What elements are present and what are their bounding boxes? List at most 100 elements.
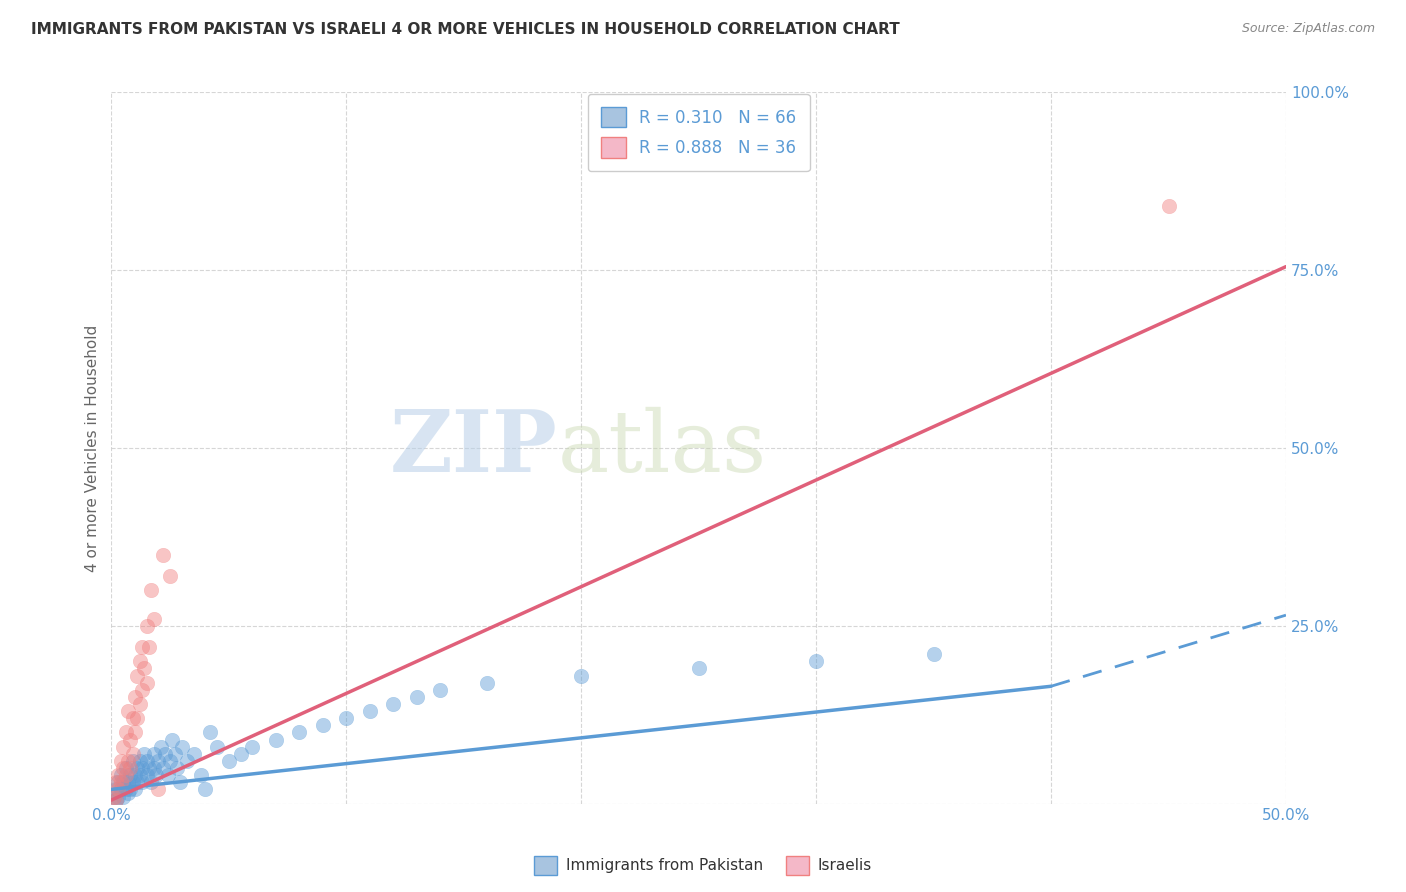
Point	[127, 761, 149, 775]
Point	[145, 768, 167, 782]
Text: IMMIGRANTS FROM PAKISTAN VS ISRAELI 4 OR MORE VEHICLES IN HOUSEHOLD CORRELATION : IMMIGRANTS FROM PAKISTAN VS ISRAELI 4 OR…	[31, 22, 900, 37]
Point	[142, 761, 165, 775]
Point	[288, 725, 311, 739]
Point	[166, 761, 188, 775]
Text: atlas: atlas	[558, 407, 766, 490]
Point	[110, 782, 132, 797]
Point	[159, 754, 181, 768]
Point	[312, 718, 335, 732]
Point	[121, 775, 143, 789]
Point	[103, 789, 125, 804]
Point	[159, 569, 181, 583]
Point	[124, 768, 146, 782]
Point	[103, 789, 125, 804]
Legend: Immigrants from Pakistan, Israelis: Immigrants from Pakistan, Israelis	[527, 850, 879, 880]
Legend: R = 0.310   N = 66, R = 0.888   N = 36: R = 0.310 N = 66, R = 0.888 N = 36	[588, 94, 810, 171]
Point	[152, 548, 174, 562]
Point	[156, 768, 179, 782]
Point	[135, 675, 157, 690]
Point	[107, 775, 129, 789]
Point	[112, 739, 135, 754]
Point	[120, 768, 142, 782]
Point	[112, 775, 135, 789]
Point	[194, 782, 217, 797]
Point	[170, 739, 193, 754]
Point	[198, 725, 221, 739]
Point	[1157, 199, 1180, 213]
Point	[117, 786, 139, 800]
Point	[190, 768, 212, 782]
Point	[120, 782, 142, 797]
Point	[114, 768, 136, 782]
Point	[105, 782, 128, 797]
Point	[117, 704, 139, 718]
Point	[120, 761, 142, 775]
Y-axis label: 4 or more Vehicles in Household: 4 or more Vehicles in Household	[86, 325, 100, 572]
Point	[124, 725, 146, 739]
Point	[124, 782, 146, 797]
Point	[229, 747, 252, 761]
Point	[127, 711, 149, 725]
Point	[155, 747, 177, 761]
Point	[169, 775, 191, 789]
Point	[110, 768, 132, 782]
Point	[688, 661, 710, 675]
Point	[114, 782, 136, 797]
Point	[112, 761, 135, 775]
Point	[135, 754, 157, 768]
Point	[128, 697, 150, 711]
Text: Source: ZipAtlas.com: Source: ZipAtlas.com	[1241, 22, 1375, 36]
Point	[127, 668, 149, 682]
Point	[162, 732, 184, 747]
Point	[152, 761, 174, 775]
Point	[141, 775, 163, 789]
Point	[110, 754, 132, 768]
Point	[105, 793, 128, 807]
Point	[142, 612, 165, 626]
Point	[107, 782, 129, 797]
Point	[121, 711, 143, 725]
Point	[131, 775, 153, 789]
Point	[205, 739, 228, 754]
Point	[134, 661, 156, 675]
Point	[138, 640, 160, 654]
Point	[105, 793, 128, 807]
Point	[112, 789, 135, 804]
Point	[142, 747, 165, 761]
Point	[264, 732, 287, 747]
Point	[114, 761, 136, 775]
Point	[382, 697, 405, 711]
Point	[240, 739, 263, 754]
Point	[163, 747, 186, 761]
Point	[128, 754, 150, 768]
Point	[110, 775, 132, 789]
Point	[131, 640, 153, 654]
Point	[135, 619, 157, 633]
Text: ZIP: ZIP	[389, 406, 558, 490]
Point	[107, 768, 129, 782]
Point	[405, 690, 427, 704]
Point	[131, 682, 153, 697]
Point	[127, 775, 149, 789]
Point	[131, 761, 153, 775]
Point	[120, 732, 142, 747]
Point	[117, 754, 139, 768]
Point	[176, 754, 198, 768]
Point	[218, 754, 240, 768]
Point	[124, 690, 146, 704]
Point	[922, 647, 945, 661]
Point	[477, 675, 499, 690]
Point	[105, 775, 128, 789]
Point	[804, 654, 827, 668]
Point	[141, 583, 163, 598]
Point	[148, 782, 170, 797]
Point	[107, 789, 129, 804]
Point	[429, 682, 451, 697]
Point	[134, 747, 156, 761]
Point	[121, 747, 143, 761]
Point	[149, 739, 172, 754]
Point	[121, 754, 143, 768]
Point	[117, 775, 139, 789]
Point	[128, 768, 150, 782]
Point	[335, 711, 357, 725]
